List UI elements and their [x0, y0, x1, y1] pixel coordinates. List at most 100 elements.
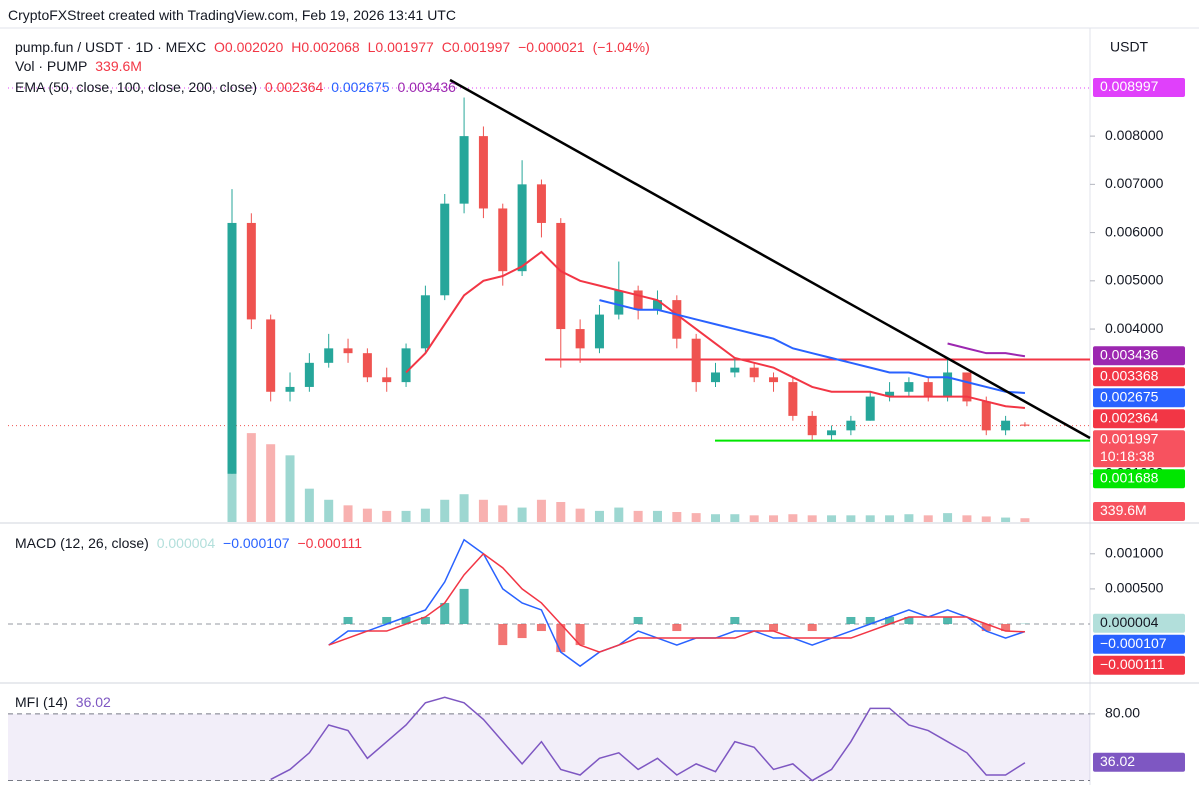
candle-body [1020, 424, 1030, 426]
candle-body [633, 290, 643, 310]
candle-body [266, 319, 276, 392]
price-tag [1093, 613, 1185, 633]
volume-bar [749, 515, 759, 522]
price-tag-label: −0.000107 [1100, 635, 1167, 651]
volume-bar [846, 515, 856, 522]
histogram-bar [401, 616, 411, 625]
volume-legend: Vol · PUMP 339.6M [15, 58, 146, 74]
histogram-bar [420, 616, 430, 625]
histogram-bar [536, 624, 546, 632]
volume-bar [382, 510, 392, 522]
volume-bar [420, 508, 430, 522]
candle-body [401, 348, 411, 383]
price-tag-label: 0.001688 [1100, 469, 1159, 485]
volume-bar [730, 514, 740, 522]
macd-value: −0.000107 [223, 535, 290, 551]
volume-bar [459, 494, 469, 522]
volume-bar [575, 508, 585, 522]
ema-line [599, 299, 1026, 394]
currency: USDT [1110, 39, 1149, 55]
price-tag [1093, 752, 1185, 772]
volume-bar [498, 505, 508, 522]
candle-body [536, 184, 546, 223]
volume-bar [401, 510, 411, 522]
histogram-bar [633, 616, 643, 625]
candle-body [382, 377, 392, 383]
price-tag [1093, 346, 1185, 366]
histogram-bar [440, 602, 450, 625]
candle-body [652, 300, 662, 310]
candle-body [459, 136, 469, 204]
histogram-bar [846, 616, 856, 625]
volume-bar [943, 513, 953, 522]
volume-bar [614, 507, 624, 522]
mfi-value: 36.02 [75, 694, 111, 710]
volume-bar [691, 513, 701, 522]
y-tick-label: 80.00 [1105, 705, 1140, 721]
candle-body [923, 382, 933, 397]
y-tick-label: 0.008000 [1105, 127, 1164, 143]
volume-bar [885, 515, 895, 522]
macd-title: MACD (12, 26, close) [15, 535, 149, 551]
volume-bar [827, 515, 837, 522]
volume-bar [1020, 518, 1030, 522]
close: C0.001997 [441, 39, 511, 55]
price-tag [1093, 367, 1185, 387]
candle-body [498, 208, 508, 272]
y-tick-label: 0.000500 [1105, 580, 1164, 596]
candle-body [788, 382, 798, 416]
histogram-bar [343, 616, 353, 625]
candle-body [1001, 420, 1011, 431]
price-tag [1093, 409, 1185, 429]
y-tick-label: 0.004000 [1105, 320, 1164, 336]
volume-bar [865, 515, 875, 522]
ema-value: 0.002364 [264, 79, 324, 95]
candle-body [943, 372, 953, 397]
histogram-bar [382, 616, 392, 625]
y-tick-label: 0.007000 [1105, 175, 1164, 191]
volume-bar [711, 514, 720, 522]
volume-name: Vol · PUMP [15, 58, 88, 74]
candle-body [246, 222, 256, 320]
mfi-band [8, 713, 1090, 781]
ema-line [947, 342, 1026, 358]
candle-body [304, 362, 314, 387]
volume-bar [304, 488, 314, 522]
histogram-bar [556, 624, 566, 653]
candle-body [730, 367, 740, 373]
ema-title: EMA (50, close, 100, close, 200, close) [15, 79, 258, 95]
candle-body [807, 415, 817, 436]
candle-body [324, 348, 334, 363]
ema-line [405, 250, 1026, 409]
candle-body [575, 329, 585, 349]
header: CryptoFXStreet created with TradingView.… [8, 7, 460, 23]
candle-body [962, 372, 972, 402]
mfi-legend: MFI (14) 36.02 [15, 694, 115, 710]
candle-body [827, 430, 837, 436]
candle-body [769, 377, 779, 383]
volume-bar [672, 512, 682, 522]
layer: 0.001000 0.004000 0.005000 0.006000 0.007000… [8, 87, 1164, 782]
candle-body [420, 295, 430, 349]
histogram-bar [730, 616, 740, 625]
price-tag [1093, 655, 1185, 675]
countdown: 10:18:38 [1100, 448, 1155, 464]
price-tag-label: 0.003368 [1100, 367, 1159, 383]
histogram-bar [459, 588, 469, 625]
histogram-bar [807, 624, 817, 632]
open: O0.002020 [214, 39, 284, 55]
volume-bar [1001, 517, 1011, 522]
candle-body [691, 338, 701, 383]
volume-bar [904, 514, 914, 522]
volume-bar [962, 515, 972, 522]
ema-value: 0.003436 [397, 79, 456, 95]
price-tag-label: 36.02 [1100, 753, 1135, 769]
candle-body [904, 382, 914, 392]
macd-line [328, 552, 1025, 653]
candle-body [517, 184, 527, 272]
macd-legend: MACD (12, 26, close) 0.000004 −0.000107 … [15, 535, 366, 551]
volume-bar [362, 508, 372, 522]
candle-body [478, 136, 488, 209]
